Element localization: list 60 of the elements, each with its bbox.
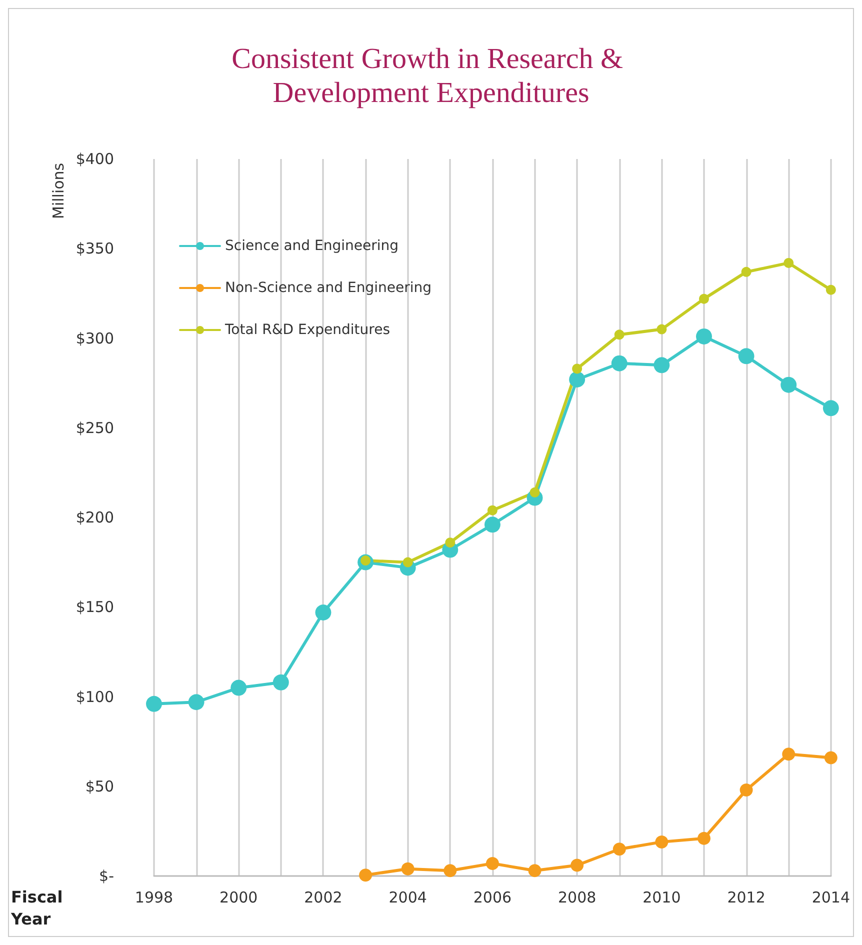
point [570, 858, 584, 872]
x-tick-label: 2006 [473, 888, 512, 906]
point [655, 835, 668, 848]
point [530, 487, 540, 498]
point [272, 674, 289, 690]
point [569, 371, 586, 388]
point [444, 864, 457, 878]
y-axis-title: Millions [50, 162, 68, 219]
point [782, 748, 796, 761]
legend-label: Science and Engineering [225, 238, 399, 254]
point [188, 694, 204, 710]
point [698, 832, 710, 845]
point [445, 538, 456, 548]
point [230, 680, 247, 696]
point [146, 696, 162, 712]
y-tick-label: $- [99, 867, 114, 885]
y-tick-label: $350 [76, 240, 114, 258]
point [738, 348, 754, 364]
x-tick-label: 2000 [220, 888, 258, 906]
point [487, 505, 498, 516]
y-tick-label: $200 [76, 508, 114, 526]
point [699, 294, 709, 304]
x-axis-title: Fiscal Year [10, 888, 68, 928]
point [614, 330, 624, 340]
y-tick-label: $50 [85, 777, 114, 796]
point [359, 868, 372, 882]
chart-title: Consistent Growth in Research & Development Expenditures [232, 43, 630, 109]
y-tick-label: $250 [76, 418, 114, 437]
point [611, 355, 628, 372]
x-tick-label: 2014 [812, 888, 850, 906]
point [826, 284, 836, 295]
point [486, 856, 499, 870]
point [784, 258, 794, 268]
x-tick-label: 2004 [388, 888, 427, 906]
x-tick-label: 2008 [558, 888, 596, 906]
point [740, 783, 753, 796]
point [315, 604, 332, 620]
legend-label: Total R&D Expenditures [224, 322, 390, 338]
y-tick-label: $400 [76, 150, 114, 168]
point [656, 324, 667, 334]
point [780, 376, 797, 393]
point [484, 516, 500, 533]
x-tick-label: 2012 [727, 888, 766, 906]
point [741, 266, 752, 277]
point [654, 357, 670, 374]
point [824, 751, 838, 764]
point [402, 557, 413, 568]
point [572, 364, 582, 374]
x-tick-label: 2002 [304, 888, 342, 906]
x-tick-label: 2010 [642, 888, 681, 906]
x-tick-label: 1998 [134, 888, 174, 906]
y-tick-label: $100 [76, 688, 114, 706]
legend-label: Non-Science and Engineering [225, 280, 432, 296]
point [696, 328, 712, 344]
point [612, 842, 626, 856]
point [401, 862, 414, 876]
y-tick-label: $150 [76, 598, 114, 616]
y-tick-label: $300 [76, 329, 114, 348]
point [528, 864, 542, 878]
point [822, 400, 839, 416]
